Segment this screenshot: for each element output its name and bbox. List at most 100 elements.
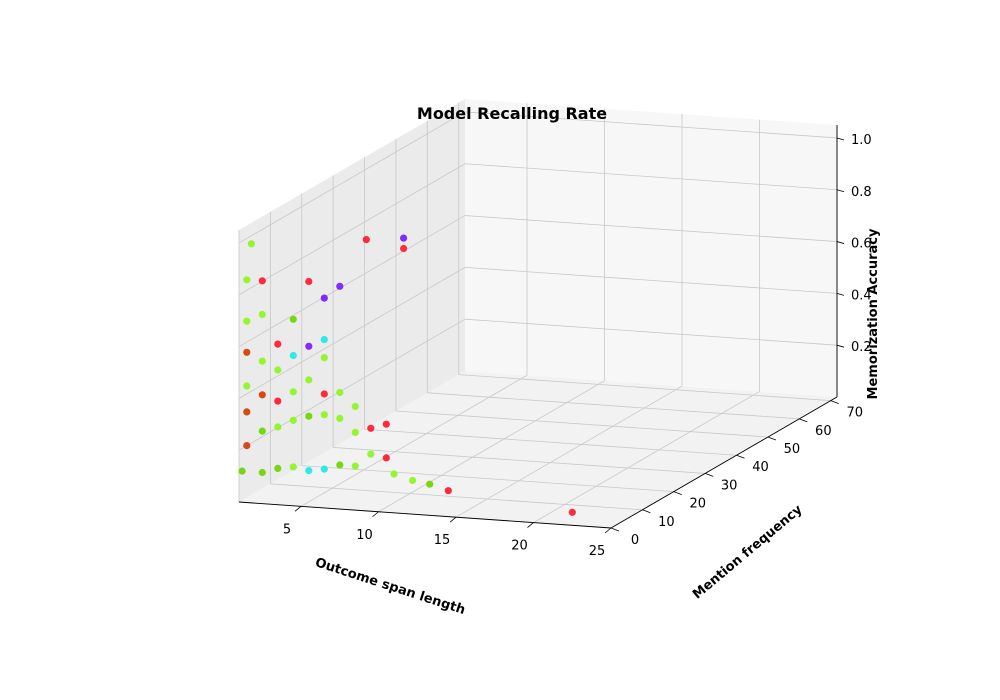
z-grid-left [238, 163, 466, 296]
data-point [320, 390, 328, 398]
x-tick-label: 5 [283, 522, 291, 537]
z-grid-left [238, 111, 466, 244]
y-tick-label: 30 [721, 478, 738, 493]
z-grid-back [464, 215, 838, 242]
data-point [289, 463, 297, 471]
x-tick-mark [527, 522, 534, 528]
y-grid-floor [333, 447, 706, 474]
y-tick-mark [642, 509, 651, 514]
data-point [305, 467, 313, 475]
z-axis-label: Memorization Accuracy [866, 228, 881, 399]
data-point [351, 462, 359, 470]
x-tick-label: 20 [511, 539, 528, 554]
data-point [367, 424, 375, 432]
data-point [390, 470, 398, 478]
y-grid-floor [364, 428, 737, 456]
tick-labels: 5 10 15 20 25 0 10 20 30 40 50 60 70 0.2 0.4 0.6 0.8 1.0 [283, 133, 872, 559]
y-grid-floor [301, 465, 674, 493]
z-tick-label: 0.2 [851, 340, 872, 355]
data-point [320, 336, 328, 344]
y-grid-floor [395, 410, 768, 438]
y-grid-floor [458, 374, 831, 402]
x-tick-mark [449, 516, 457, 523]
data-point [426, 480, 434, 488]
x-tick-label: 15 [434, 533, 451, 548]
data-point [238, 467, 246, 475]
data-point [274, 464, 282, 472]
z-grid-back [464, 163, 838, 191]
data-point [444, 487, 452, 495]
data-point [351, 402, 359, 411]
data-point [258, 277, 266, 285]
data-point [382, 454, 390, 462]
z-tick-label: 1.0 [851, 133, 872, 148]
data-point [258, 391, 266, 399]
data-point [367, 450, 375, 458]
data-point [568, 508, 576, 516]
z-tick-label: 0.8 [851, 185, 872, 200]
y-tick-mark [736, 454, 745, 459]
z-tick-mark [836, 344, 845, 348]
data-point [243, 442, 251, 450]
y-tick-label: 20 [690, 497, 707, 512]
y-tick-mark [830, 400, 839, 405]
y-grid-floor [427, 392, 800, 420]
data-point [258, 357, 266, 365]
data-point [320, 354, 328, 362]
axis-lines [238, 125, 845, 534]
z-tick-label: 0.4 [851, 288, 872, 303]
data-point [243, 348, 251, 356]
x-tick-label: 10 [356, 528, 373, 543]
x-tick-mark [604, 527, 612, 534]
data-point [400, 244, 408, 253]
data-points [238, 234, 576, 516]
data-point [243, 276, 251, 284]
data-point [274, 423, 282, 431]
data-point [274, 366, 282, 374]
x-tick-mark [294, 506, 302, 512]
data-point [289, 315, 297, 323]
y-tick-label: 10 [658, 515, 675, 530]
y-tick-label: 0 [631, 533, 639, 548]
data-point [258, 468, 266, 477]
data-point [320, 294, 328, 302]
data-point [274, 397, 282, 405]
z-grid-left [238, 215, 466, 347]
y-tick-mark [610, 527, 620, 532]
z-tick-mark [836, 292, 845, 296]
data-point [320, 411, 328, 419]
data-point [305, 277, 313, 286]
y-tick-label: 40 [752, 460, 769, 475]
data-point [336, 282, 344, 290]
z-tick-label: 0.6 [851, 237, 872, 252]
data-point [382, 420, 390, 428]
data-point [336, 414, 344, 422]
back-wall-pane [465, 99, 837, 397]
data-point [351, 428, 359, 436]
y-grid-floor [270, 483, 643, 511]
y-tick-mark [673, 491, 682, 495]
data-point [243, 408, 251, 416]
data-point [258, 310, 266, 319]
data-point [305, 376, 313, 384]
floor-pane [239, 371, 837, 528]
data-point [305, 342, 313, 350]
z-grid-left [238, 267, 466, 399]
data-point [289, 388, 297, 396]
y-tick-label: 70 [846, 406, 863, 421]
left-wall-pane [239, 99, 465, 502]
z-tick-mark [836, 137, 845, 141]
z-tick-mark [836, 241, 845, 244]
data-point [400, 234, 408, 242]
axes-panes [239, 99, 837, 528]
y-tick-label: 50 [784, 442, 801, 457]
chart-title: Model Recalling Rate [417, 104, 607, 123]
data-point [243, 382, 251, 390]
z-grid-back [464, 318, 838, 346]
data-point [247, 240, 255, 248]
data-point [336, 388, 344, 397]
y-axis-label: Mention frequency [690, 502, 806, 603]
y-tick-mark [767, 436, 777, 441]
y-tick-mark [799, 418, 808, 423]
